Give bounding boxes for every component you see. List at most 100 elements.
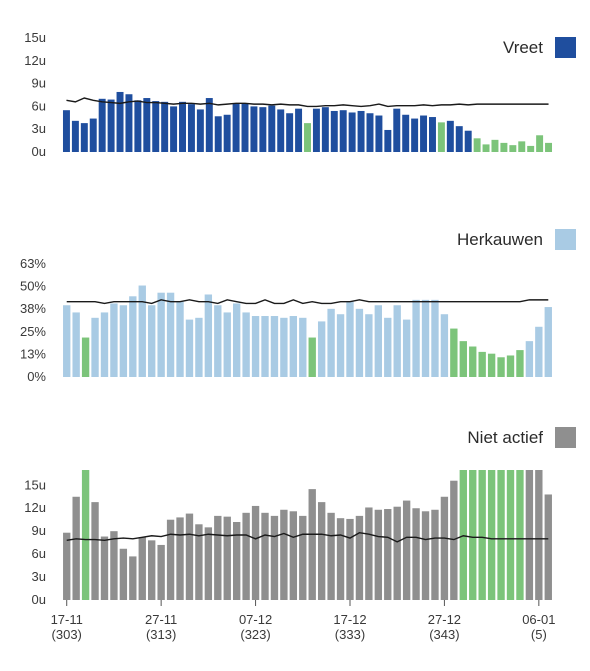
bar bbox=[280, 509, 288, 600]
bar-highlighted bbox=[516, 350, 524, 377]
bar bbox=[233, 303, 241, 377]
bar bbox=[166, 292, 175, 377]
bar bbox=[195, 317, 203, 377]
bar bbox=[366, 113, 374, 152]
bar bbox=[223, 516, 231, 600]
y-tick-label: 25% bbox=[20, 324, 46, 339]
bar bbox=[440, 496, 449, 600]
bar bbox=[214, 116, 222, 152]
average-line bbox=[66, 97, 549, 108]
bar bbox=[384, 509, 392, 600]
bar-highlighted bbox=[527, 145, 535, 152]
bar bbox=[110, 531, 118, 600]
y-tick-label: 0% bbox=[27, 369, 46, 384]
bar bbox=[327, 512, 335, 600]
bar-highlighted bbox=[459, 341, 467, 377]
legend-swatch bbox=[555, 37, 576, 58]
bar bbox=[157, 292, 165, 377]
bar-highlighted bbox=[469, 346, 477, 377]
x-tick-day: (333) bbox=[335, 627, 365, 642]
bar bbox=[421, 511, 430, 600]
bar-highlighted bbox=[81, 337, 90, 377]
bar bbox=[365, 507, 373, 600]
bar bbox=[259, 107, 267, 152]
bar bbox=[138, 285, 146, 377]
bar bbox=[72, 496, 80, 600]
bar bbox=[100, 312, 109, 377]
bar bbox=[374, 305, 382, 377]
bar bbox=[312, 108, 320, 152]
legend-label: Niet actief bbox=[467, 428, 543, 447]
bar bbox=[62, 110, 70, 152]
bar bbox=[205, 98, 213, 152]
bar bbox=[119, 305, 128, 377]
bar bbox=[289, 316, 298, 377]
bar bbox=[544, 494, 552, 600]
bar bbox=[336, 518, 345, 600]
bar bbox=[250, 106, 258, 152]
bar bbox=[91, 502, 99, 600]
bar bbox=[317, 321, 326, 377]
legend-swatch bbox=[555, 427, 576, 448]
legend-label: Vreet bbox=[503, 38, 543, 57]
x-tick-day: (313) bbox=[146, 627, 176, 642]
bar-highlighted bbox=[308, 337, 316, 377]
x-tick-date: 27-11 bbox=[145, 612, 177, 627]
niet-actief-panel: 0u 3u 6u 9u 12u 15u Niet actief bbox=[24, 427, 576, 607]
bar bbox=[119, 548, 128, 600]
x-tick-day: (323) bbox=[240, 627, 270, 642]
bar bbox=[393, 108, 401, 152]
bar bbox=[63, 532, 71, 600]
y-tick-label: 0u bbox=[32, 144, 46, 159]
y-tick-label: 12u bbox=[24, 53, 46, 68]
bar bbox=[233, 522, 241, 600]
bar-highlighted bbox=[450, 328, 458, 377]
vreet-panel: 0u 3u 6u 9u 12u 15u Vreet bbox=[24, 30, 576, 159]
bar bbox=[98, 98, 106, 152]
bar-highlighted bbox=[497, 357, 505, 377]
bar-highlighted bbox=[437, 122, 445, 152]
bar bbox=[330, 110, 338, 152]
x-tick-day: (5) bbox=[531, 627, 547, 642]
bar bbox=[223, 114, 231, 152]
bar bbox=[375, 115, 383, 152]
bar bbox=[63, 305, 71, 377]
bar bbox=[91, 317, 99, 377]
bar bbox=[204, 294, 213, 377]
bar-highlighted bbox=[497, 470, 505, 600]
bar bbox=[89, 118, 97, 152]
bar bbox=[129, 296, 137, 377]
bar bbox=[148, 305, 156, 377]
bar bbox=[138, 537, 146, 600]
bar bbox=[170, 106, 178, 152]
bar bbox=[411, 118, 419, 152]
bar bbox=[321, 107, 329, 152]
bar bbox=[116, 91, 124, 152]
bar bbox=[393, 305, 401, 377]
y-tick-label: 15u bbox=[24, 477, 46, 492]
bar bbox=[270, 316, 279, 377]
bar bbox=[535, 326, 543, 377]
bar bbox=[450, 480, 458, 600]
bar bbox=[446, 120, 454, 152]
bar bbox=[261, 316, 269, 377]
bar bbox=[429, 117, 436, 152]
bar-highlighted bbox=[478, 470, 486, 600]
bar bbox=[348, 112, 356, 152]
bar-highlighted bbox=[536, 135, 544, 152]
bar bbox=[196, 109, 204, 152]
bar bbox=[107, 99, 115, 152]
bar-highlighted bbox=[506, 470, 515, 600]
bar bbox=[110, 303, 118, 377]
y-tick-label: 9u bbox=[32, 523, 46, 538]
bar bbox=[270, 515, 279, 600]
bar bbox=[421, 299, 430, 377]
bar bbox=[223, 312, 231, 377]
x-tick-date: 17-12 bbox=[333, 612, 366, 627]
average-line bbox=[66, 299, 549, 305]
bar bbox=[346, 301, 354, 377]
bar bbox=[277, 109, 285, 152]
bar bbox=[384, 317, 392, 377]
y-tick-label: 6u bbox=[32, 546, 46, 561]
